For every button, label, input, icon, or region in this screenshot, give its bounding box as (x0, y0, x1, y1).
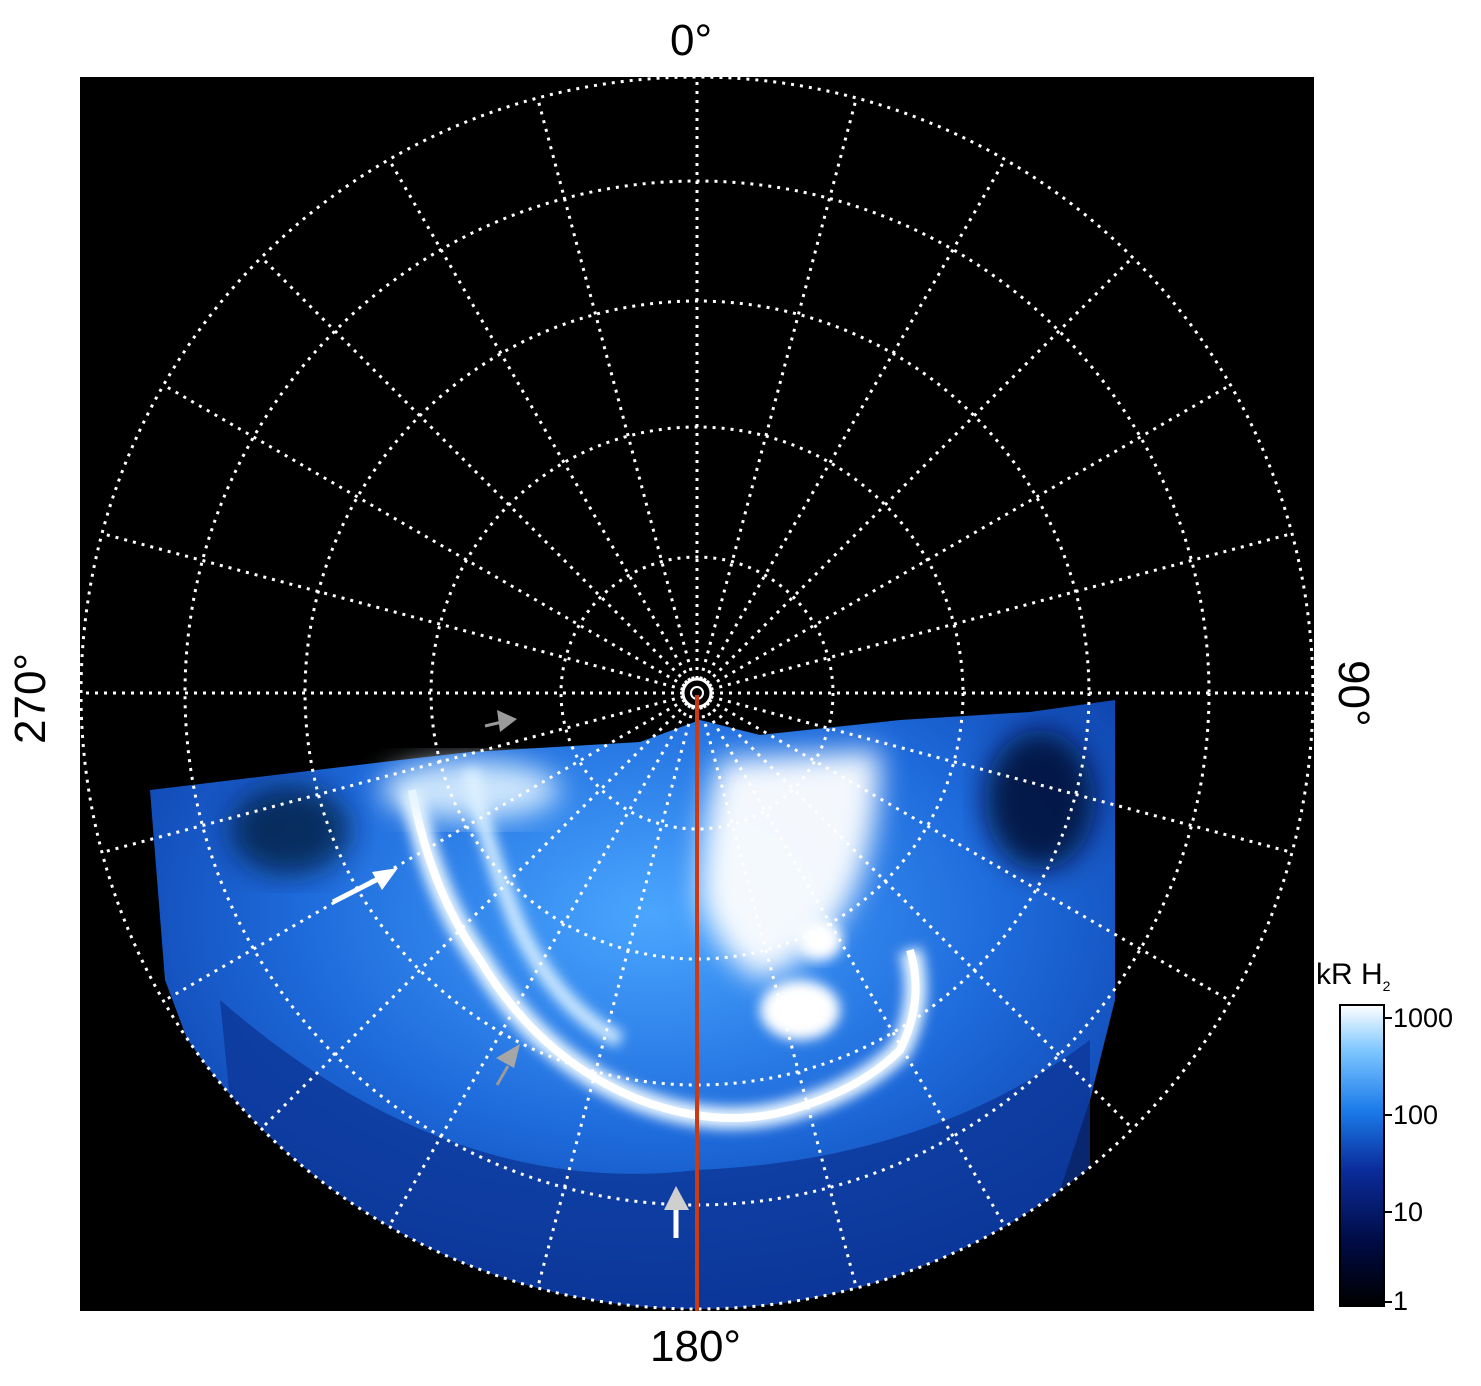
gray-arrow-lower (495, 1044, 520, 1086)
grid-meridian (536, 706, 695, 1289)
grid-meridian (260, 256, 689, 685)
polar-grid (80, 77, 1314, 1311)
colorbar (1339, 1004, 1385, 1307)
bright-patch (760, 980, 840, 1040)
grid-meridian (702, 704, 1007, 1228)
upper-bright-band (380, 760, 560, 820)
grid-meridian (699, 97, 858, 680)
grid-meridian (705, 256, 1134, 685)
main-oval-core (408, 789, 920, 1122)
grid-meridian (536, 97, 695, 680)
grid-meridian (387, 158, 692, 682)
colorbar-tick-label: 100 (1393, 1100, 1439, 1130)
colorbar-tick-label: 1 (1393, 1286, 1409, 1316)
grid-meridian (387, 704, 692, 1228)
bright-patch (798, 920, 842, 960)
grid-meridian (699, 706, 858, 1289)
polar-bright-region (700, 750, 880, 980)
grid-meridian (705, 701, 1134, 1130)
inner-arc (462, 768, 624, 1048)
grid-meridian (162, 383, 686, 688)
longitude-label-0: 0° (670, 16, 713, 65)
white-arrow-bottom (664, 1186, 689, 1238)
grid-meridian (702, 158, 1007, 682)
colorbar-title-text: kR H (1316, 958, 1383, 991)
colorbar-tick-label: 10 (1393, 1197, 1424, 1227)
colorbar-ticks (1384, 1017, 1392, 1303)
longitude-label-90: 90° (1329, 660, 1378, 727)
gray-arrow-upper (484, 710, 517, 732)
colorbar-title-subscript: 2 (1382, 978, 1391, 994)
grid-meridian (708, 698, 1232, 1003)
emission-dim-outer (220, 1000, 1090, 1309)
grid-meridian (101, 532, 684, 691)
white-arrow-left (331, 868, 398, 905)
longitude-label-270: 270° (6, 652, 55, 744)
grid-meridian (710, 695, 1293, 854)
dark-void (985, 730, 1095, 870)
grid-meridian (260, 701, 689, 1130)
grid-meridian (708, 383, 1232, 688)
grid-meridian (710, 532, 1293, 691)
grid-circle (559, 555, 835, 831)
colorbar-tick-label: 1000 (1393, 1003, 1454, 1033)
grid-meridians (81, 77, 1313, 1309)
dark-void (230, 785, 350, 875)
auroral-emission (150, 700, 1115, 1309)
colorbar-title: kR H2 (1316, 958, 1390, 994)
grid-meridian (101, 695, 684, 854)
grid-meridian (162, 698, 686, 1003)
longitude-label-180: 180° (650, 1322, 742, 1371)
grid-circle (80, 77, 1314, 1311)
